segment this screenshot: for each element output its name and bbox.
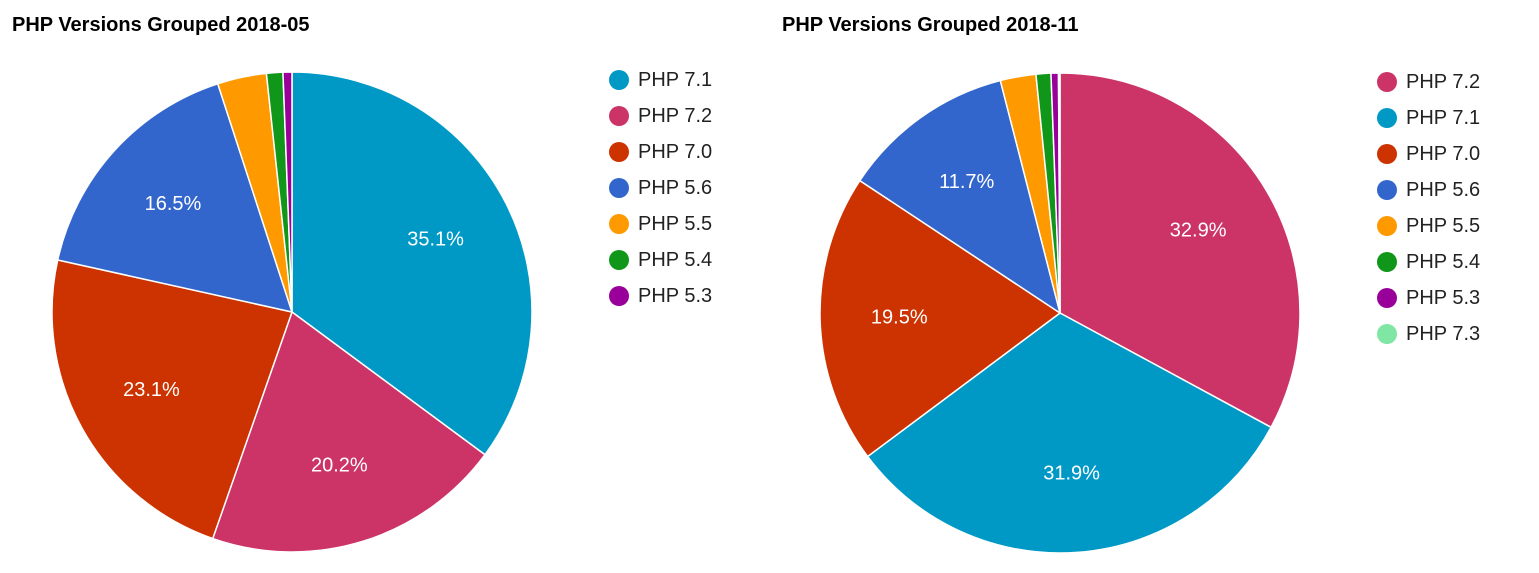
legend-marker-php-7-2[interactable] — [609, 106, 629, 126]
slice-label-php-5-6: 16.5% — [145, 193, 202, 215]
legend-label-php-5-5[interactable]: PHP 5.5 — [638, 213, 712, 235]
pie-slice-php-5-6[interactable] — [56, 82, 294, 314]
legend: PHP 7.2 PHP 7.1 PHP 7.0 PHP 5.6 PHP 5.5 PHP 5… — [1377, 71, 1480, 345]
chart-panel-2018-11: PHP Versions Grouped 2018-11 32.9% 31.9% 1… — [770, 0, 1539, 573]
legend-marker-php-5-3[interactable] — [609, 286, 629, 306]
slice-label-php-5-6: 11.7% — [939, 171, 994, 193]
pie-slice-php-7-1[interactable] — [866, 312, 1273, 554]
legend-label-php-7-3[interactable]: PHP 7.3 — [1406, 323, 1480, 345]
legend-label-php-7-0[interactable]: PHP 7.0 — [1406, 143, 1480, 165]
legend-marker-php-5-5[interactable] — [1377, 216, 1397, 236]
legend-label-php-7-2[interactable]: PHP 7.2 — [1406, 71, 1480, 93]
pie-slice-php-7-0[interactable] — [51, 259, 293, 540]
slice-label-php-7-1: 31.9% — [1043, 462, 1100, 484]
pie-slice-php-5-3[interactable] — [282, 71, 293, 313]
legend-marker-php-7-0[interactable] — [609, 142, 629, 162]
slice-label-php-7-0: 19.5% — [871, 307, 928, 329]
pie-slices — [51, 71, 533, 553]
pie-slice-php-7-1[interactable] — [291, 71, 533, 456]
legend-label-php-5-5[interactable]: PHP 5.5 — [1406, 215, 1480, 237]
pie-slice-php-7-2[interactable] — [1059, 72, 1301, 429]
legend-marker-php-7-1[interactable] — [1377, 108, 1397, 128]
legend-label-php-5-6[interactable]: PHP 5.6 — [638, 177, 712, 199]
legend-label-php-5-3[interactable]: PHP 5.3 — [638, 285, 712, 307]
legend-label-php-7-0[interactable]: PHP 7.0 — [638, 141, 712, 163]
chart-panel-2018-05: PHP Versions Grouped 2018-05 35.1% 20.2% 2… — [12, 14, 712, 553]
pie-slice-php-7-2[interactable] — [211, 310, 487, 553]
legend: PHP 7.1 PHP 7.2 PHP 7.0 PHP 5.6 PHP 5.5 PHP 5… — [609, 69, 712, 307]
legend-marker-php-5-6[interactable] — [609, 178, 629, 198]
legend-marker-php-5-5[interactable] — [609, 214, 629, 234]
pie-slice-php-5-6[interactable] — [858, 79, 1062, 315]
legend-marker-php-5-4[interactable] — [1377, 252, 1397, 272]
legend-label-php-5-6[interactable]: PHP 5.6 — [1406, 179, 1480, 201]
legend-label-php-5-3[interactable]: PHP 5.3 — [1406, 287, 1480, 309]
legend-label-php-7-1[interactable]: PHP 7.1 — [1406, 107, 1480, 129]
slice-label-php-7-2: 20.2% — [311, 455, 368, 477]
legend-marker-php-7-1[interactable] — [609, 70, 629, 90]
legend-marker-php-7-0[interactable] — [1377, 144, 1397, 164]
legend-marker-php-5-6[interactable] — [1377, 180, 1397, 200]
slice-label-php-7-0: 23.1% — [123, 379, 180, 401]
chart-title: PHP Versions Grouped 2018-05 — [12, 14, 310, 36]
legend-marker-php-7-2[interactable] — [1377, 72, 1397, 92]
chart-title: PHP Versions Grouped 2018-11 — [782, 14, 1079, 36]
legend-label-php-7-1[interactable]: PHP 7.1 — [638, 69, 712, 91]
legend-marker-php-5-3[interactable] — [1377, 288, 1397, 308]
pie-slice-php-7-3[interactable] — [1057, 72, 1061, 314]
legend-label-php-7-2[interactable]: PHP 7.2 — [638, 105, 712, 127]
legend-label-php-5-4[interactable]: PHP 5.4 — [1406, 251, 1480, 273]
slice-label-php-7-2: 32.9% — [1170, 220, 1227, 242]
legend-marker-php-5-4[interactable] — [609, 250, 629, 270]
pie-slice-php-7-0[interactable] — [819, 179, 1062, 458]
slice-label-php-7-1: 35.1% — [407, 229, 464, 251]
legend-marker-php-7-3[interactable] — [1377, 324, 1397, 344]
pie-slices — [819, 72, 1301, 554]
legend-label-php-5-4[interactable]: PHP 5.4 — [638, 249, 712, 271]
